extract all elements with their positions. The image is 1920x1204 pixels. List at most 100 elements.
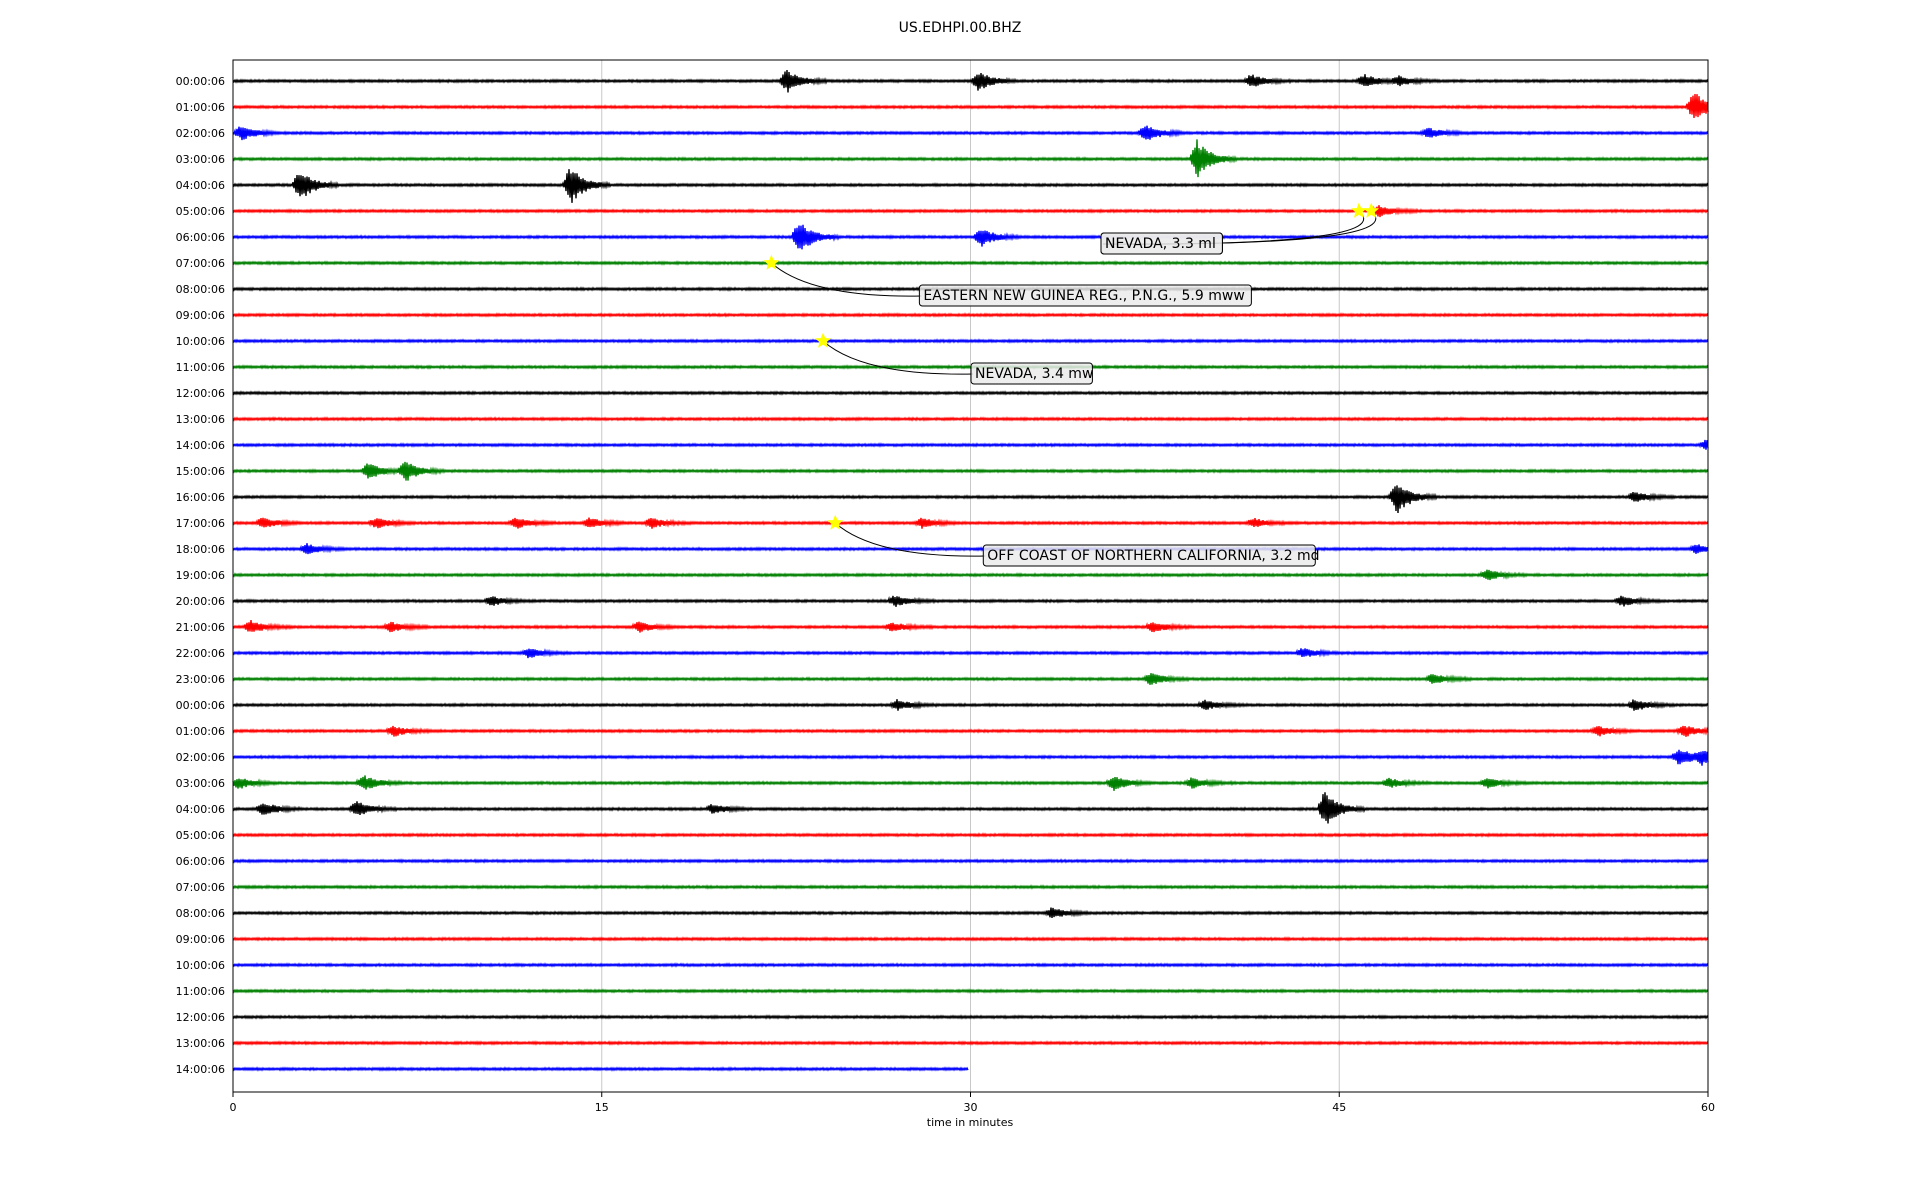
row-time-label: 03:00:06 xyxy=(176,777,225,790)
trace-line xyxy=(232,936,1709,942)
event-star xyxy=(815,332,831,348)
trace-line xyxy=(232,673,1709,685)
trace-line xyxy=(232,988,1709,994)
row-time-label: 08:00:06 xyxy=(176,283,225,296)
trace-line xyxy=(232,125,1709,141)
row-time-label: 05:00:06 xyxy=(176,205,225,218)
row-time-label: 12:00:06 xyxy=(176,1011,225,1024)
event-label-box xyxy=(970,362,1093,385)
event-label: NEVADA, 3.3 ml xyxy=(1105,236,1216,252)
row-time-label: 13:00:06 xyxy=(176,1037,225,1050)
event-connector xyxy=(834,522,986,557)
row-time-label: 00:00:06 xyxy=(176,699,225,712)
trace-line xyxy=(232,224,1709,250)
trace-line xyxy=(232,619,1709,633)
event-label-box xyxy=(918,284,1252,307)
trace-line xyxy=(232,725,1709,737)
trace-line xyxy=(232,338,1709,344)
x-axis-label: time in minutes xyxy=(926,1116,1014,1129)
trace-line xyxy=(232,439,1709,450)
row-time-label: 16:00:06 xyxy=(176,491,225,504)
row-time-label: 11:00:06 xyxy=(176,985,225,998)
row-time-label: 01:00:06 xyxy=(176,725,225,738)
trace-line xyxy=(232,312,1709,318)
event-star xyxy=(1363,202,1380,218)
trace-line xyxy=(232,749,1709,766)
event-label: NEVADA, 3.4 mw xyxy=(975,366,1093,382)
event-connector xyxy=(822,340,974,375)
row-time-label: 10:00:06 xyxy=(176,959,225,972)
trace-line xyxy=(232,169,1709,203)
row-time-label: 13:00:06 xyxy=(176,413,225,426)
row-time-label: 14:00:06 xyxy=(176,1063,225,1076)
trace-line xyxy=(232,775,1709,791)
row-time-label: 18:00:06 xyxy=(176,543,225,556)
row-time-label: 11:00:06 xyxy=(176,361,225,374)
row-time-label: 15:00:06 xyxy=(176,465,225,478)
row-time-label: 00:00:06 xyxy=(176,75,225,88)
row-time-label: 17:00:06 xyxy=(176,517,225,530)
trace-line xyxy=(232,907,1709,918)
row-time-label: 14:00:06 xyxy=(176,439,225,452)
trace-line xyxy=(232,1014,1709,1020)
trace-line xyxy=(232,205,1709,218)
trace-line xyxy=(232,858,1709,864)
trace-line xyxy=(232,69,1709,93)
trace-line xyxy=(232,1066,969,1072)
chart-title: US.EDHPI.00.BHZ xyxy=(898,20,1022,36)
row-time-label: 10:00:06 xyxy=(176,335,225,348)
x-tick-label: 45 xyxy=(1332,1101,1346,1114)
row-time-label: 19:00:06 xyxy=(176,569,225,582)
trace-line xyxy=(232,648,1709,659)
row-time-label: 22:00:06 xyxy=(176,647,225,660)
x-tick-label: 30 xyxy=(964,1101,978,1114)
row-time-label: 08:00:06 xyxy=(176,907,225,920)
event-label-box xyxy=(1100,232,1223,255)
trace-line xyxy=(232,517,1709,529)
trace-line xyxy=(232,543,1709,555)
trace-line xyxy=(232,595,1709,607)
row-time-label: 07:00:06 xyxy=(176,881,225,894)
event-label-box xyxy=(982,544,1316,567)
event-star xyxy=(827,514,844,530)
row-time-label: 02:00:06 xyxy=(176,127,225,140)
row-time-label: 05:00:06 xyxy=(176,829,225,842)
trace-line xyxy=(232,461,1709,481)
row-time-label: 06:00:06 xyxy=(176,231,225,244)
row-time-label: 09:00:06 xyxy=(176,309,225,322)
trace-line xyxy=(232,390,1709,396)
row-time-label: 20:00:06 xyxy=(176,595,225,608)
trace-line xyxy=(232,416,1709,422)
row-time-label: 21:00:06 xyxy=(176,621,225,634)
row-time-label: 01:00:06 xyxy=(176,101,225,114)
trace-line xyxy=(232,962,1709,968)
trace-line xyxy=(232,139,1709,178)
trace-line xyxy=(232,93,1709,119)
row-time-label: 02:00:06 xyxy=(176,751,225,764)
event-star xyxy=(763,254,780,270)
event-star xyxy=(1351,202,1367,218)
row-time-label: 03:00:06 xyxy=(176,153,225,166)
row-time-label: 12:00:06 xyxy=(176,387,225,400)
x-tick-label: 0 xyxy=(230,1101,237,1114)
trace-line xyxy=(232,485,1709,514)
trace-line xyxy=(232,569,1709,581)
trace-line xyxy=(232,1040,1709,1046)
trace-line xyxy=(232,832,1709,838)
row-time-label: 09:00:06 xyxy=(176,933,225,946)
event-label: OFF COAST OF NORTHERN CALIFORNIA, 3.2 md xyxy=(987,548,1319,564)
event-connector xyxy=(771,262,922,297)
row-time-label: 23:00:06 xyxy=(176,673,225,686)
row-time-label: 04:00:06 xyxy=(176,179,225,192)
trace-line xyxy=(232,884,1709,890)
row-time-label: 07:00:06 xyxy=(176,257,225,270)
row-time-label: 06:00:06 xyxy=(176,855,225,868)
trace-line xyxy=(232,699,1709,711)
x-tick-label: 60 xyxy=(1701,1101,1715,1114)
trace-line xyxy=(232,260,1709,266)
x-tick-label: 15 xyxy=(595,1101,609,1114)
row-time-label: 04:00:06 xyxy=(176,803,225,816)
trace-line xyxy=(232,792,1709,824)
